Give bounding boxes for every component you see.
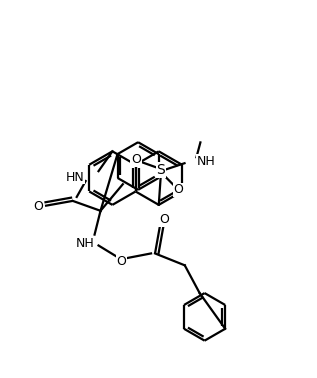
Text: HN: HN [66, 170, 85, 184]
Text: NH: NH [197, 155, 215, 168]
Text: O: O [131, 153, 141, 166]
Text: O: O [33, 200, 43, 213]
Text: NH: NH [75, 237, 94, 250]
Text: O: O [159, 213, 169, 226]
Text: S: S [156, 163, 165, 177]
Text: O: O [174, 183, 184, 197]
Text: O: O [131, 153, 141, 166]
Text: S: S [156, 163, 165, 177]
Text: O: O [33, 200, 43, 213]
Text: O: O [159, 213, 169, 226]
Text: HN: HN [66, 170, 85, 184]
Text: O: O [174, 183, 184, 197]
Text: NH: NH [75, 237, 94, 250]
Text: O: O [116, 255, 126, 268]
Text: NH: NH [197, 155, 215, 168]
Text: O: O [116, 255, 126, 268]
